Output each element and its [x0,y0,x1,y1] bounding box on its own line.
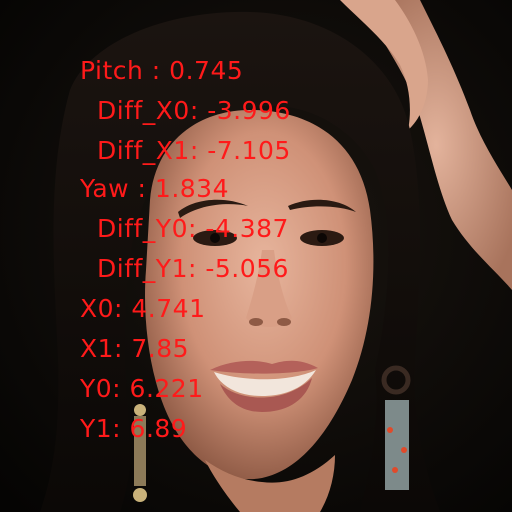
upper-lip [210,360,318,374]
hand-fingers [340,0,428,130]
right-earring [381,365,411,490]
right-eyebrow [288,199,356,212]
hair [40,11,440,512]
left-earring [133,404,147,502]
teeth [214,370,316,396]
raised-arm [360,0,512,290]
nose [246,250,292,327]
lower-lip [220,378,312,412]
left-eyebrow [178,199,248,218]
neck [205,455,335,512]
